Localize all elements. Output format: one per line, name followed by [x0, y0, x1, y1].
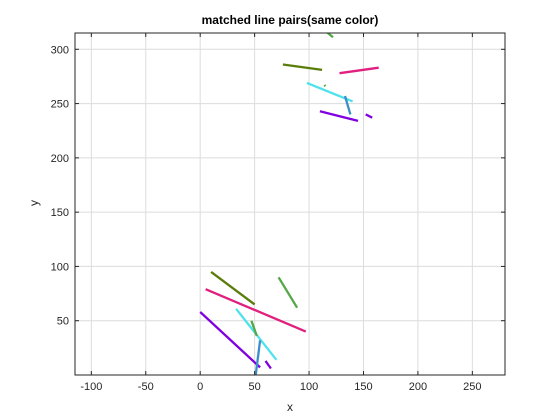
series-line-10 — [326, 33, 334, 39]
series-line-5 — [199, 311, 261, 369]
series-group — [199, 33, 379, 375]
y-tick-label: 50 — [57, 316, 69, 328]
series-line-2 — [282, 63, 323, 72]
series-line-14 — [365, 113, 373, 119]
y-tick-label: 100 — [51, 261, 69, 273]
x-axis-label: x — [287, 400, 293, 414]
y-tick-label: 200 — [51, 153, 69, 165]
series-line-1 — [210, 270, 256, 306]
series-line-3 — [205, 288, 307, 333]
series-line-9 — [277, 276, 299, 309]
series-line-4 — [339, 66, 379, 75]
series-line-13 — [264, 360, 272, 370]
y-axis-label: y — [27, 200, 41, 206]
y-tick-label: 150 — [51, 207, 69, 219]
series-line-12 — [343, 95, 352, 115]
x-tick-label: 150 — [354, 381, 372, 393]
x-tick-label: 50 — [248, 381, 260, 393]
chart-title: matched line pairs(same color) — [202, 13, 379, 27]
series-line-6 — [319, 110, 359, 123]
series-line-16 — [323, 84, 327, 88]
series-line-15 — [250, 320, 258, 337]
series-line-11 — [254, 340, 262, 375]
x-tick-label: 200 — [409, 381, 427, 393]
x-tick-label: 0 — [197, 381, 203, 393]
x-tick-label: -100 — [80, 381, 102, 393]
x-tick-label: 250 — [463, 381, 481, 393]
axes-box — [74, 32, 506, 376]
y-tick-label: 250 — [51, 99, 69, 111]
x-tick-label: -50 — [138, 381, 154, 393]
y-tick-label: 300 — [51, 44, 69, 56]
x-tick-label: 100 — [300, 381, 318, 393]
plot-area: -100 -50 0 50 100 150 200 250 50 100 150 200 250 300 — [51, 32, 506, 393]
